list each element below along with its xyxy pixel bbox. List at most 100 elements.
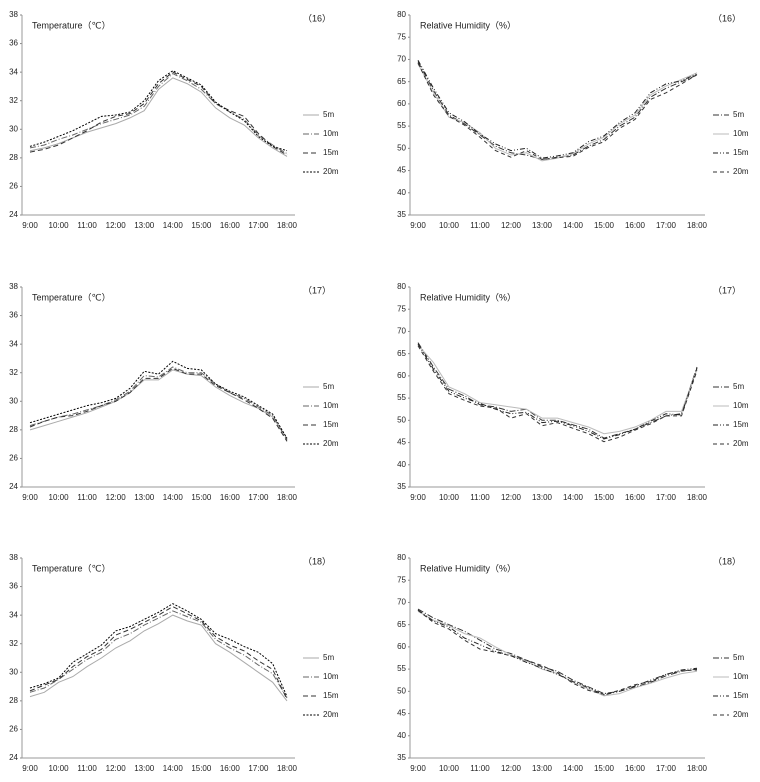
y-tick-label: 40 [397, 460, 406, 469]
series-line [29, 366, 288, 441]
y-tick-label: 36 [9, 39, 18, 48]
x-tick-label: 16:00 [220, 764, 241, 773]
x-tick-label: 9:00 [410, 221, 426, 230]
x-tick-label: 14:00 [563, 493, 584, 502]
x-tick-label: 11:00 [470, 764, 490, 773]
y-tick-label: 34 [9, 610, 18, 619]
series-line [417, 62, 698, 160]
x-tick-label: 16:00 [625, 493, 646, 502]
x-tick-label: 15:00 [594, 493, 615, 502]
series-line [417, 61, 698, 160]
legend-label: 20m [323, 167, 339, 176]
x-tick-label: 9:00 [22, 221, 38, 230]
legend-label: 5m [323, 382, 334, 391]
y-tick-label: 24 [9, 482, 18, 491]
legend-label: 20m [733, 167, 749, 176]
x-tick-label: 9:00 [22, 764, 38, 773]
y-tick-label: 30 [9, 124, 18, 133]
y-tick-label: 40 [397, 731, 406, 740]
series-line [29, 610, 288, 699]
chart-title: Relative Humidity（%） [420, 20, 516, 30]
legend-label: 20m [323, 439, 339, 448]
x-tick-label: 13:00 [134, 764, 155, 773]
y-tick-label: 60 [397, 99, 406, 108]
x-tick-label: 18:00 [277, 493, 298, 502]
chart-title: Relative Humidity（%） [420, 292, 516, 302]
chart-title: Relative Humidity（%） [420, 563, 516, 573]
y-tick-label: 28 [9, 153, 18, 162]
y-tick-label: 50 [397, 686, 406, 695]
y-tick-label: 40 [397, 188, 406, 197]
panel-label: （17） [303, 285, 331, 295]
legend-label: 10m [733, 129, 749, 138]
series-line [417, 608, 698, 695]
x-tick-label: 12:00 [501, 764, 522, 773]
panel-label: （16） [713, 13, 741, 23]
y-tick-label: 28 [9, 696, 18, 705]
legend-label: 10m [323, 672, 339, 681]
legend-label: 10m [733, 401, 749, 410]
x-tick-label: 17:00 [656, 221, 677, 230]
x-tick-label: 11:00 [470, 493, 490, 502]
y-tick-label: 30 [9, 667, 18, 676]
x-tick-label: 15:00 [191, 493, 212, 502]
legend-label: 10m [733, 672, 749, 681]
y-tick-label: 26 [9, 454, 18, 463]
legend-label: 20m [733, 439, 749, 448]
x-tick-label: 9:00 [410, 493, 426, 502]
y-tick-label: 36 [9, 311, 18, 320]
x-tick-label: 11:00 [77, 764, 97, 773]
series-line [29, 603, 288, 697]
series-line [29, 360, 288, 439]
y-tick-label: 80 [397, 10, 406, 19]
x-tick-label: 18:00 [687, 764, 708, 773]
series-line [29, 606, 288, 700]
y-tick-label: 60 [397, 371, 406, 380]
y-tick-label: 55 [397, 664, 406, 673]
x-tick-label: 11:00 [470, 221, 490, 230]
series-line [29, 369, 288, 439]
x-tick-label: 11:00 [77, 221, 97, 230]
legend-label: 20m [733, 710, 749, 719]
legend-label: 15m [323, 420, 339, 429]
x-tick-label: 12:00 [106, 764, 127, 773]
y-tick-label: 55 [397, 393, 406, 402]
y-tick-label: 24 [9, 753, 18, 762]
legend-label: 5m [323, 653, 334, 662]
x-tick-label: 13:00 [532, 493, 553, 502]
x-tick-label: 10:00 [439, 221, 460, 230]
legend-label: 10m [323, 401, 339, 410]
x-tick-label: 10:00 [439, 493, 460, 502]
x-tick-label: 9:00 [22, 493, 38, 502]
y-tick-label: 50 [397, 415, 406, 424]
legend-label: 15m [733, 148, 749, 157]
legend-label: 15m [323, 691, 339, 700]
series-line [417, 610, 698, 697]
x-tick-label: 16:00 [625, 764, 646, 773]
y-tick-label: 75 [397, 32, 406, 41]
x-tick-label: 12:00 [106, 493, 127, 502]
y-tick-label: 60 [397, 642, 406, 651]
panel-label: （18） [713, 556, 741, 566]
x-tick-label: 10:00 [49, 764, 70, 773]
y-tick-label: 32 [9, 96, 18, 105]
y-tick-label: 26 [9, 182, 18, 191]
chart-title: Temperature（℃） [32, 20, 111, 30]
y-tick-label: 65 [397, 620, 406, 629]
y-tick-label: 45 [397, 438, 406, 447]
chart-title: Temperature（℃） [32, 563, 111, 573]
legend-label: 15m [733, 691, 749, 700]
x-tick-label: 13:00 [532, 764, 553, 773]
series-line [29, 77, 288, 157]
y-tick-label: 50 [397, 143, 406, 152]
y-tick-label: 45 [397, 709, 406, 718]
y-tick-label: 30 [9, 396, 18, 405]
series-line [29, 71, 288, 156]
panel-label: （16） [303, 13, 331, 23]
x-tick-label: 10:00 [49, 493, 70, 502]
x-tick-label: 18:00 [687, 493, 708, 502]
series-line [417, 60, 698, 159]
y-tick-label: 24 [9, 210, 18, 219]
series-line [29, 73, 288, 155]
